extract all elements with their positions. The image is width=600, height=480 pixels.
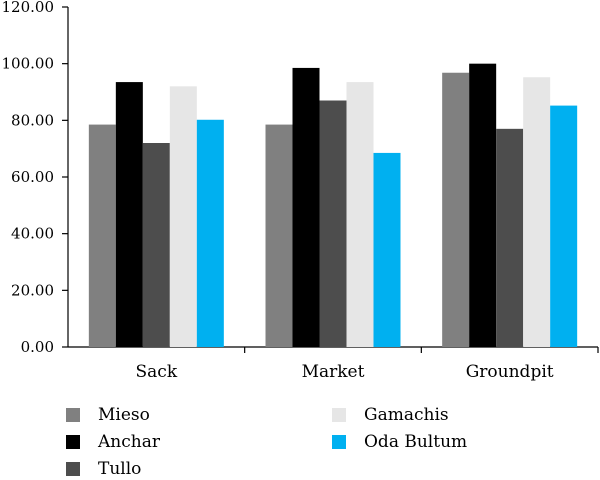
- y-tick-label: 100.00: [2, 55, 55, 73]
- legend-label: Mieso: [98, 405, 150, 425]
- y-tick-label: 80.00: [11, 111, 54, 129]
- legend-item-anchar: Anchar: [66, 431, 160, 453]
- legend-swatch: [66, 435, 80, 449]
- bar-tullo-sack: [142, 143, 170, 347]
- y-tick-label: 120.00: [2, 0, 55, 16]
- bar-oda-bultum-sack: [196, 119, 224, 348]
- legend-swatch: [332, 435, 346, 449]
- legend-swatch: [66, 408, 80, 422]
- bar-anchar-groundpit: [469, 63, 497, 348]
- y-tick-label: 20.00: [11, 281, 54, 299]
- legend-label: Tullo: [98, 459, 142, 479]
- x-category-label: Sack: [136, 362, 178, 382]
- bar-gamachis-sack: [169, 86, 197, 347]
- legend-label: Gamachis: [364, 405, 449, 425]
- bar-oda-bultum-market: [373, 152, 401, 347]
- bar-oda-bultum-groundpit: [550, 105, 578, 347]
- bar-tullo-groundpit: [496, 128, 524, 347]
- bar-mieso-groundpit: [442, 72, 470, 347]
- legend-item-mieso: Mieso: [66, 404, 150, 426]
- legend: Mieso Anchar Tullo Gamachis Oda Bultum: [64, 404, 584, 479]
- legend-swatch: [332, 408, 346, 422]
- x-category-label: Market: [302, 362, 365, 382]
- bar-mieso-market: [265, 124, 293, 347]
- bar-chart: 0.00 20.00 40.00 60.00 80.00 100.00 120.00 Sack…: [2, 0, 599, 382]
- legend-label: Oda Bultum: [364, 432, 468, 452]
- legend-label: Anchar: [98, 432, 160, 452]
- y-tick-label: 40.00: [11, 225, 54, 243]
- bar-gamachis-groundpit: [523, 77, 551, 348]
- y-tick-label: 60.00: [11, 168, 54, 186]
- legend-item-oda-bultum: Oda Bultum: [332, 431, 467, 453]
- legend-swatch: [66, 462, 80, 476]
- bar-tullo-market: [319, 100, 347, 347]
- y-tick-label: 0.00: [21, 338, 54, 356]
- bar-anchar-sack: [115, 82, 143, 347]
- bar-mieso-sack: [88, 124, 116, 347]
- bar-gamachis-market: [346, 82, 374, 347]
- bar-anchar-market: [292, 67, 320, 348]
- legend-item-gamachis: Gamachis: [332, 404, 449, 426]
- x-category-label: Groundpit: [466, 362, 554, 382]
- legend-item-tullo: Tullo: [66, 458, 141, 480]
